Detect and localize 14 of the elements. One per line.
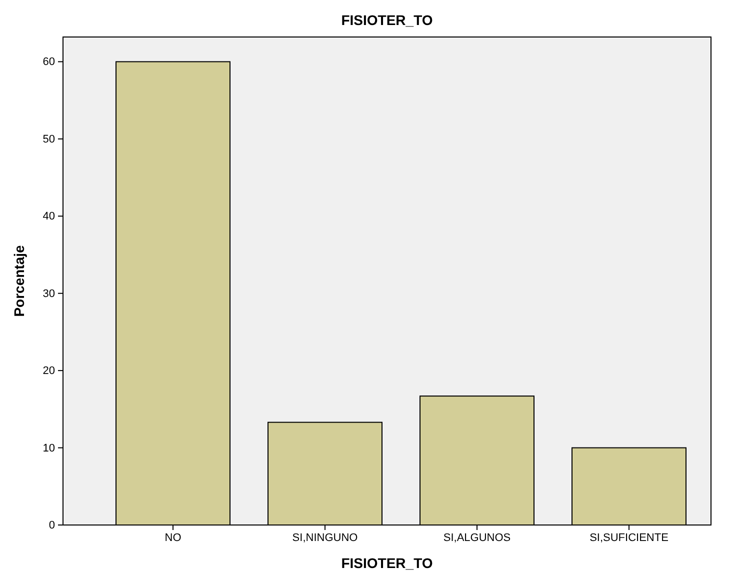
y-tick-label: 60 (42, 56, 55, 68)
y-axis-title: Porcentaje (11, 244, 27, 317)
x-tick-label: SI,SUFICIENTE (590, 532, 668, 544)
y-tick-label: 0 (48, 520, 55, 532)
chart-title: FISIOTER_TO (341, 12, 433, 28)
x-tick-label: NO (164, 532, 182, 544)
y-tick-label: 40 (42, 210, 55, 223)
y-tick-label: 10 (42, 442, 55, 454)
x-tick-label: SI,NINGUNO (292, 532, 358, 544)
y-tick-label: 50 (42, 133, 55, 146)
y-tick-label: 20 (42, 365, 55, 378)
x-axis-title: FISIOTER_TO (341, 555, 433, 571)
x-tick-label: SI,ALGUNOS (443, 532, 511, 544)
y-tick-label: 30 (42, 288, 55, 300)
